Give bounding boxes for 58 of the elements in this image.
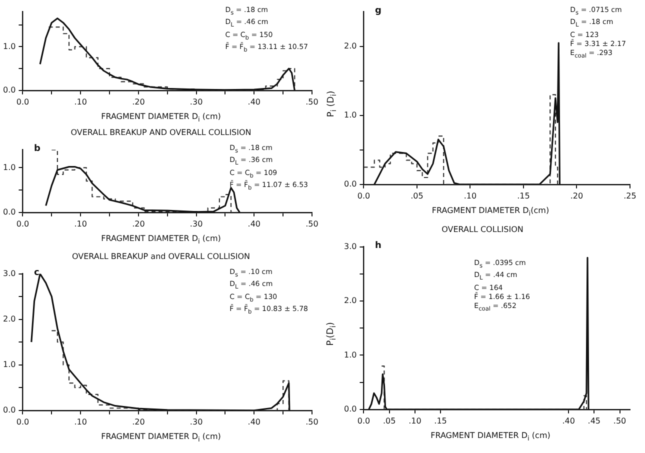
- x-tick-label: .10: [74, 417, 87, 426]
- x-tick-label: 0.0: [357, 191, 370, 200]
- x-tick-label: .50: [613, 416, 626, 426]
- annotation: h: [375, 241, 382, 251]
- x-tick-label: .50: [306, 219, 318, 228]
- annotation: c: [34, 268, 40, 278]
- x-axis-title: FRAGMENT DIAMETER D$_{i}$(cm): [430, 206, 550, 218]
- x-tick-label: .05: [410, 191, 424, 200]
- x-tick-label: .20: [570, 191, 584, 200]
- x-tick-label: .50: [306, 417, 318, 426]
- y-tick-label: 0.0: [344, 404, 357, 414]
- x-tick-label: .15: [434, 416, 447, 426]
- annotation: b: [34, 144, 40, 154]
- x-tick-label: .10: [464, 191, 477, 200]
- x-tick-label: .10: [408, 416, 422, 426]
- x-tick-label: .30: [190, 417, 203, 426]
- y-tick-label: 1.0: [2, 42, 16, 51]
- x-tick-label: 0.0: [357, 416, 370, 426]
- y-tick-label: 1.0: [2, 360, 16, 369]
- x-tick-label: .20: [132, 97, 145, 106]
- x-tick-label: .40: [562, 416, 575, 426]
- x-tick-label: .50: [306, 97, 318, 106]
- x-tick-label: .30: [190, 219, 203, 228]
- x-tick-label: 0.0: [16, 417, 30, 426]
- x-tick-label: .30: [190, 97, 203, 106]
- x-tick-label: .10: [74, 219, 87, 228]
- x-tick-label: 0.0: [16, 219, 30, 228]
- y-tick-label: 0.0: [2, 207, 16, 216]
- x-tick-label: 0.0: [16, 97, 30, 106]
- chart-title: OVERALL BREAKUP AND OVERALL COLLISION: [70, 128, 252, 137]
- y-tick-label: 2.0: [344, 41, 357, 50]
- x-axis-title: FRAGMENT DIAMETER D$_{i}$ (cm): [430, 431, 552, 443]
- y-tick-label: 0.0: [2, 405, 16, 414]
- x-tick-label: .40: [248, 219, 261, 228]
- y-tick-label: 0.0: [344, 179, 357, 188]
- chart-title: OVERALL COLLISION: [440, 225, 524, 234]
- chart-title: OVERALL BREAKUP and OVERALL COLLISION: [71, 252, 251, 261]
- x-tick-label: .20: [132, 219, 145, 228]
- y-tick-label: 3.0: [2, 268, 16, 278]
- y-tick-label: 1.0: [2, 162, 16, 172]
- x-axis-title: FRAGMENT DIAMETER D$_{i}$ (cm): [100, 432, 222, 444]
- y-tick-label: 2.0: [344, 296, 357, 306]
- x-tick-label: .40: [248, 97, 261, 106]
- x-tick-label: .15: [517, 191, 530, 200]
- x-tick-label: .25: [624, 191, 636, 200]
- y-tick-label: 2.0: [2, 314, 16, 324]
- annotation: g: [375, 6, 382, 16]
- x-tick-label: .40: [248, 417, 261, 426]
- x-tick-label: .45: [588, 416, 601, 426]
- y-tick-label: 0.0: [2, 85, 16, 94]
- x-tick-label: .20: [132, 417, 145, 426]
- x-axis-title: FRAGMENT DIAMETER D$_{i}$ (cm): [100, 112, 222, 124]
- y-tick-label: 3.0: [344, 242, 357, 251]
- x-axis-title: FRAGMENT DIAMETER D$_{i}$ (cm): [100, 234, 222, 246]
- y-tick-label: 1.0: [344, 110, 357, 120]
- y-tick-label: 1.0: [344, 350, 357, 360]
- x-tick-label: .05: [382, 416, 396, 426]
- x-tick-label: .10: [74, 97, 87, 106]
